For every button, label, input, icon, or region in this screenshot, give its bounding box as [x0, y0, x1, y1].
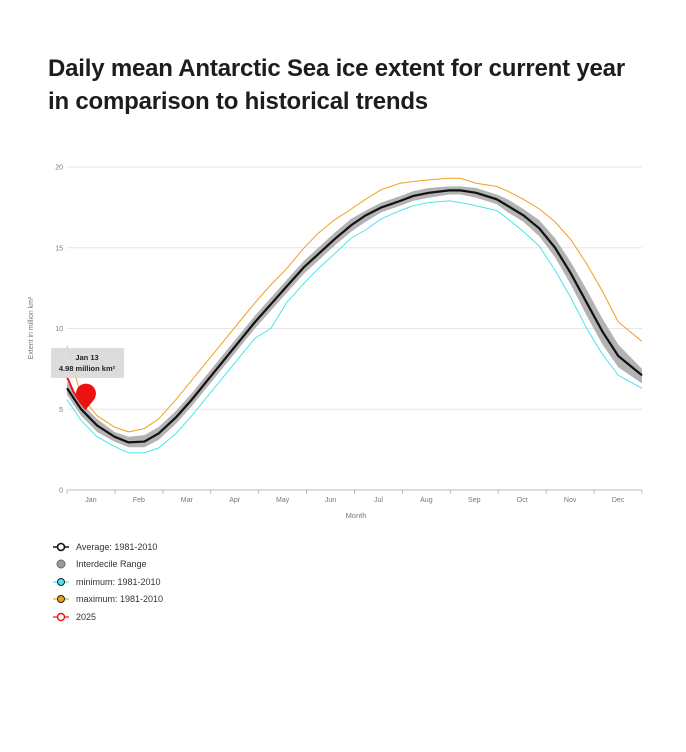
legend-label: maximum: 1981-2010	[76, 594, 164, 605]
interdecile-band	[67, 186, 642, 448]
series-lines	[66, 177, 643, 454]
x-tick-label: Jun	[325, 497, 336, 504]
legend-item-interdecile[interactable]: Interdecile Range	[53, 556, 163, 574]
x-tick-label: Dec	[612, 497, 625, 504]
x-axis-label: Month	[346, 511, 367, 520]
legend-label: Interdecile Range	[76, 559, 147, 570]
x-tick-label: Aug	[420, 497, 433, 504]
current-swatch-icon	[53, 612, 69, 621]
legend-label: minimum: 1981-2010	[76, 576, 161, 587]
location-pin-icon	[75, 383, 96, 410]
legend-label: Average: 1981-2010	[76, 541, 158, 552]
interdecile-swatch-icon	[56, 559, 66, 569]
tooltip: Jan 13 4.98 million km²	[51, 348, 124, 378]
current-marker	[75, 383, 96, 410]
y-tick-label: 5	[59, 407, 63, 414]
y-tick-labels: 0 5 10 15 20	[55, 165, 63, 495]
tooltip-box	[51, 348, 124, 378]
legend-label: 2025	[76, 611, 97, 622]
y-tick-label: 20	[55, 165, 63, 172]
tooltip-value: 4.98 million km²	[59, 364, 116, 373]
legend: Average: 1981-2010 Interdecile Range min…	[53, 538, 163, 626]
average-swatch-icon	[53, 542, 69, 552]
y-tick-label: 10	[55, 326, 63, 333]
interdecile-band-area	[67, 186, 642, 448]
tooltip-date: Jan 13	[75, 353, 98, 362]
x-tick-label: May	[276, 497, 290, 504]
legend-item-2025[interactable]: 2025	[53, 608, 163, 626]
minimum-line	[66, 200, 643, 454]
y-axis-label: Extent in million km²	[28, 296, 35, 359]
legend-item-average[interactable]: Average: 1981-2010	[53, 538, 163, 556]
minimum-swatch-icon	[53, 577, 69, 586]
y-tick-label: 0	[59, 488, 63, 495]
x-tick-label: Feb	[133, 497, 145, 504]
x-tick-label: Jul	[374, 497, 383, 504]
x-tick-label: Jan	[85, 497, 96, 504]
x-tick-label: Nov	[564, 497, 577, 504]
x-axis: Jan Feb Mar Apr May Jun Jul Aug Sep Oct Nov Dec	[66, 489, 643, 504]
maximum-line	[66, 177, 643, 433]
y-tick-label: 15	[55, 245, 63, 252]
x-tick-label: Mar	[181, 497, 194, 504]
maximum-swatch-icon	[53, 595, 69, 604]
page-title: Daily mean Antarctic Sea ice extent for …	[48, 55, 625, 115]
x-tick-label: Sep	[468, 497, 481, 504]
x-tick-label: Apr	[229, 497, 241, 504]
x-tick-label: Oct	[517, 497, 528, 504]
average-line	[66, 189, 643, 444]
legend-item-minimum[interactable]: minimum: 1981-2010	[53, 573, 163, 591]
legend-item-maximum[interactable]: maximum: 1981-2010	[53, 591, 163, 609]
